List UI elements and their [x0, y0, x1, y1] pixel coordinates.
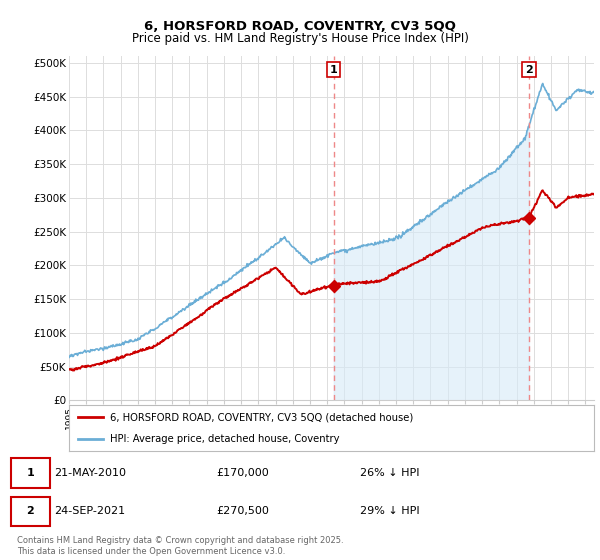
Text: £170,000: £170,000: [216, 468, 269, 478]
Text: 1: 1: [26, 468, 34, 478]
Text: Price paid vs. HM Land Registry's House Price Index (HPI): Price paid vs. HM Land Registry's House …: [131, 32, 469, 45]
Text: HPI: Average price, detached house, Coventry: HPI: Average price, detached house, Cove…: [110, 435, 340, 444]
Text: 1: 1: [330, 64, 338, 74]
Text: 26% ↓ HPI: 26% ↓ HPI: [360, 468, 419, 478]
Text: 2: 2: [525, 64, 533, 74]
Text: 29% ↓ HPI: 29% ↓ HPI: [360, 506, 419, 516]
Text: 2: 2: [26, 506, 34, 516]
Text: Contains HM Land Registry data © Crown copyright and database right 2025.
This d: Contains HM Land Registry data © Crown c…: [17, 536, 343, 556]
FancyBboxPatch shape: [11, 458, 50, 488]
Text: £270,500: £270,500: [216, 506, 269, 516]
Text: 21-MAY-2010: 21-MAY-2010: [54, 468, 126, 478]
FancyBboxPatch shape: [11, 497, 50, 526]
Text: 24-SEP-2021: 24-SEP-2021: [54, 506, 125, 516]
Text: 6, HORSFORD ROAD, COVENTRY, CV3 5QQ: 6, HORSFORD ROAD, COVENTRY, CV3 5QQ: [144, 20, 456, 32]
Text: 6, HORSFORD ROAD, COVENTRY, CV3 5QQ (detached house): 6, HORSFORD ROAD, COVENTRY, CV3 5QQ (det…: [110, 412, 413, 422]
